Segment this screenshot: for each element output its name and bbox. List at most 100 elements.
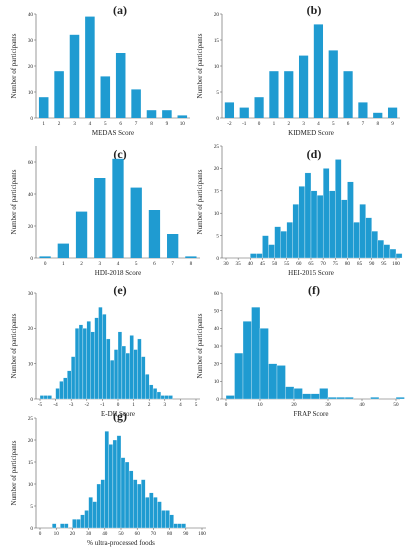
histogram-bar [370,397,380,400]
histogram-bar [371,230,378,259]
x-tick-label: 40 [359,402,365,408]
bar [313,24,324,118]
x-axis-title: FRAP Score [294,410,329,418]
histogram-bar [128,470,134,529]
y-tick-label: 25 [214,144,220,150]
panel-label: (b) [307,3,322,17]
y-tick-label: 10 [28,361,34,367]
bar [94,178,106,258]
histogram-bar [149,384,154,400]
histogram-bar [152,388,158,400]
histogram-bar [256,253,263,259]
bar [358,102,368,118]
histogram-bar [242,321,252,400]
x-tick-label: 6 [119,121,122,127]
histogram-bar [319,388,329,400]
x-tick-label: 2 [287,121,290,127]
histogram-bar [225,395,235,400]
histogram-bar [285,386,295,400]
histogram-bar [55,388,60,400]
histogram-bar [310,393,320,400]
histogram-bar [298,186,306,259]
histogram-bar [389,248,397,259]
histogram-bar [280,230,287,259]
histogram-bar [336,397,346,400]
x-tick-label: 0 [258,121,261,127]
histogram-bar [71,356,76,400]
panel-label: (a) [113,3,127,17]
bar [284,71,294,118]
x-tick-label: 45 [260,261,266,267]
y-tick-label: 20 [28,326,34,332]
histogram-bar [286,222,293,259]
y-axis-title: Number of participants [10,169,18,234]
x-tick-label: 50 [393,402,399,408]
x-tick-label: 3 [73,121,76,127]
x-tick-label: 3 [302,121,305,127]
histogram-bar [80,514,85,529]
histogram-bar [250,253,257,259]
y-tick-label: 10 [214,64,220,70]
x-tick-label: 30 [223,261,229,267]
x-tick-label: 10 [180,121,186,127]
x-tick-label: 5 [332,121,335,127]
histogram-bar [173,523,178,529]
bar [38,97,49,118]
x-tick-label: 7 [171,261,174,267]
bar [387,107,398,118]
x-tick-label: 8 [190,261,193,267]
x-tick-label: 6 [153,261,156,267]
histogram-bar [82,328,87,400]
bar [115,53,126,118]
y-tick-label: 40 [214,326,220,332]
bar [130,187,142,258]
histogram-bar [76,519,81,529]
bar [298,55,309,118]
histogram-bar [125,352,130,400]
histogram-bar [316,195,324,259]
x-tick-label: 3 [98,261,101,267]
histogram-bar [377,239,385,259]
histogram-bar [88,497,93,529]
x-tick-label: 70 [321,261,327,267]
y-axis-title: Number of participants [10,33,18,98]
histogram-bar [116,435,122,529]
y-tick-label: 20 [214,361,220,367]
x-axis-title: MEDAS Score [92,129,134,137]
histogram-bar [177,523,182,529]
histogram-bar [329,190,336,259]
y-tick-label: 40 [28,12,34,18]
x-tick-label: 1 [42,121,45,127]
x-tick-label: 9 [391,121,394,127]
histogram-bar [304,172,312,259]
bar [162,110,172,118]
histogram-bar [276,365,286,400]
histogram-bar [359,204,366,259]
x-tick-label: 4 [117,261,120,267]
x-tick-label: 100 [198,531,206,537]
bar [75,211,88,258]
y-tick-label: 10 [214,211,220,217]
histogram-bar [78,324,84,400]
y-tick-label: 0 [30,256,33,262]
x-tick-label: -1 [100,402,105,408]
bar [185,256,197,258]
histogram-bar [120,457,126,529]
x-tick-label: 8 [376,121,379,127]
x-tick-label: 6 [347,121,350,127]
y-tick-label: 20 [28,438,34,444]
bar [373,112,383,118]
histogram-bar [341,199,348,259]
histogram-bar [251,306,261,400]
histogram-bar [100,479,105,529]
x-axis-title: HEI-2015 Score [288,269,334,277]
y-tick-label: 5 [216,90,219,96]
x-tick-label: 90 [183,531,189,537]
x-tick-label: 80 [345,261,351,267]
x-tick-label: 100 [392,261,400,267]
histogram-bar [43,395,48,400]
y-tick-label: 60 [28,160,34,166]
x-tick-label: 1 [273,121,276,127]
y-tick-label: 30 [28,38,34,44]
